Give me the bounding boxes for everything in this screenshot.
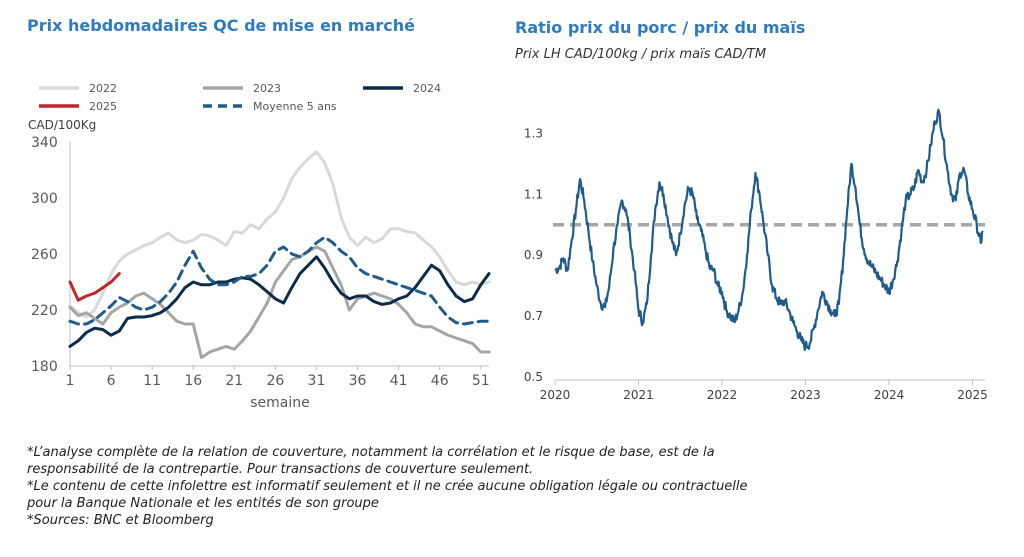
x-tick-label: 2023	[790, 388, 821, 402]
right-line-chart: 0.5 0.7 0.9 1.1 1.3 2020 2021 2022 2023 2024 2025	[524, 108, 988, 402]
x-tick-label: 1	[66, 373, 75, 389]
left-chart-title: Prix hebdomadaires QC de mise en marché	[27, 16, 415, 35]
right-chart-title: Ratio prix du porc / prix du maïs	[515, 18, 806, 37]
y-tick-label: 0.9	[524, 248, 543, 262]
series-line-2023	[68, 245, 491, 360]
legend-item-2022: 2022	[39, 82, 117, 95]
y-tick-label: 0.7	[524, 309, 543, 323]
x-tick-label: 31	[308, 373, 326, 389]
x-tick-label: 11	[143, 373, 161, 389]
y-tick-label: 340	[31, 135, 58, 151]
y-tick-label: 0.5	[524, 370, 543, 384]
footnote-line: *Le contenu de cette infolettre est info…	[27, 479, 748, 494]
left-line-chart: 2022 2023 2024 2025 Moyenne 5 ans CAD/100Kg 18…	[28, 82, 491, 411]
legend-label-2023: 2023	[253, 82, 281, 95]
ratio-series-line	[554, 108, 984, 352]
footnote-line: pour la Banque Nationale et les entités …	[27, 496, 379, 511]
legend-item-2025: 2025	[39, 100, 117, 113]
footnote-line: *Sources: BNC et Bloomberg	[27, 513, 214, 528]
legend-label-2022: 2022	[89, 82, 117, 95]
y-tick-label: 220	[31, 303, 58, 319]
footnote-line: responsabilité de la contrepartie. Pour …	[27, 462, 534, 477]
y-tick-label: 1.3	[524, 126, 543, 140]
series-line-moyenne-5-ans	[68, 235, 491, 326]
x-tick-label: 2024	[874, 388, 905, 402]
right-chart-subtitle: Prix LH CAD/100kg / prix maïs CAD/TM	[515, 47, 767, 62]
footnotes: *L’analyse complète de la relation de co…	[27, 444, 987, 529]
x-tick-label: 41	[390, 373, 408, 389]
x-tick-label: 51	[472, 373, 490, 389]
x-tick-label: 6	[107, 373, 116, 389]
x-axis-title: semaine	[250, 395, 310, 411]
legend-item-2023: 2023	[203, 82, 281, 95]
legend-label-2025: 2025	[89, 100, 117, 113]
x-tick-label: 2022	[707, 388, 738, 402]
x-tick-label: 2020	[540, 388, 571, 402]
x-tick-label: 46	[431, 373, 449, 389]
footnote-line: *L’analyse complète de la relation de co…	[27, 445, 715, 460]
legend-item-2024: 2024	[363, 82, 441, 95]
x-tick-label: 16	[184, 373, 202, 389]
series-line-2025	[68, 272, 121, 302]
legend-label-moyenne-5-ans: Moyenne 5 ans	[253, 100, 337, 113]
series-line-2024	[68, 255, 491, 348]
x-tick-label: 21	[225, 373, 243, 389]
legend-label-2024: 2024	[413, 82, 441, 95]
y-tick-label: 260	[31, 247, 58, 263]
y-tick-label: 180	[31, 359, 58, 375]
x-tick-label: 26	[266, 373, 284, 389]
series-line-2022	[68, 150, 491, 319]
y-tick-label: 300	[31, 191, 58, 207]
y-axis-title: CAD/100Kg	[28, 118, 96, 132]
x-tick-label: 36	[349, 373, 367, 389]
y-tick-label: 1.1	[524, 187, 543, 201]
x-tick-label: 2025	[957, 388, 988, 402]
legend-item-moyenne-5-ans: Moyenne 5 ans	[203, 100, 337, 113]
x-tick-label: 2021	[623, 388, 654, 402]
